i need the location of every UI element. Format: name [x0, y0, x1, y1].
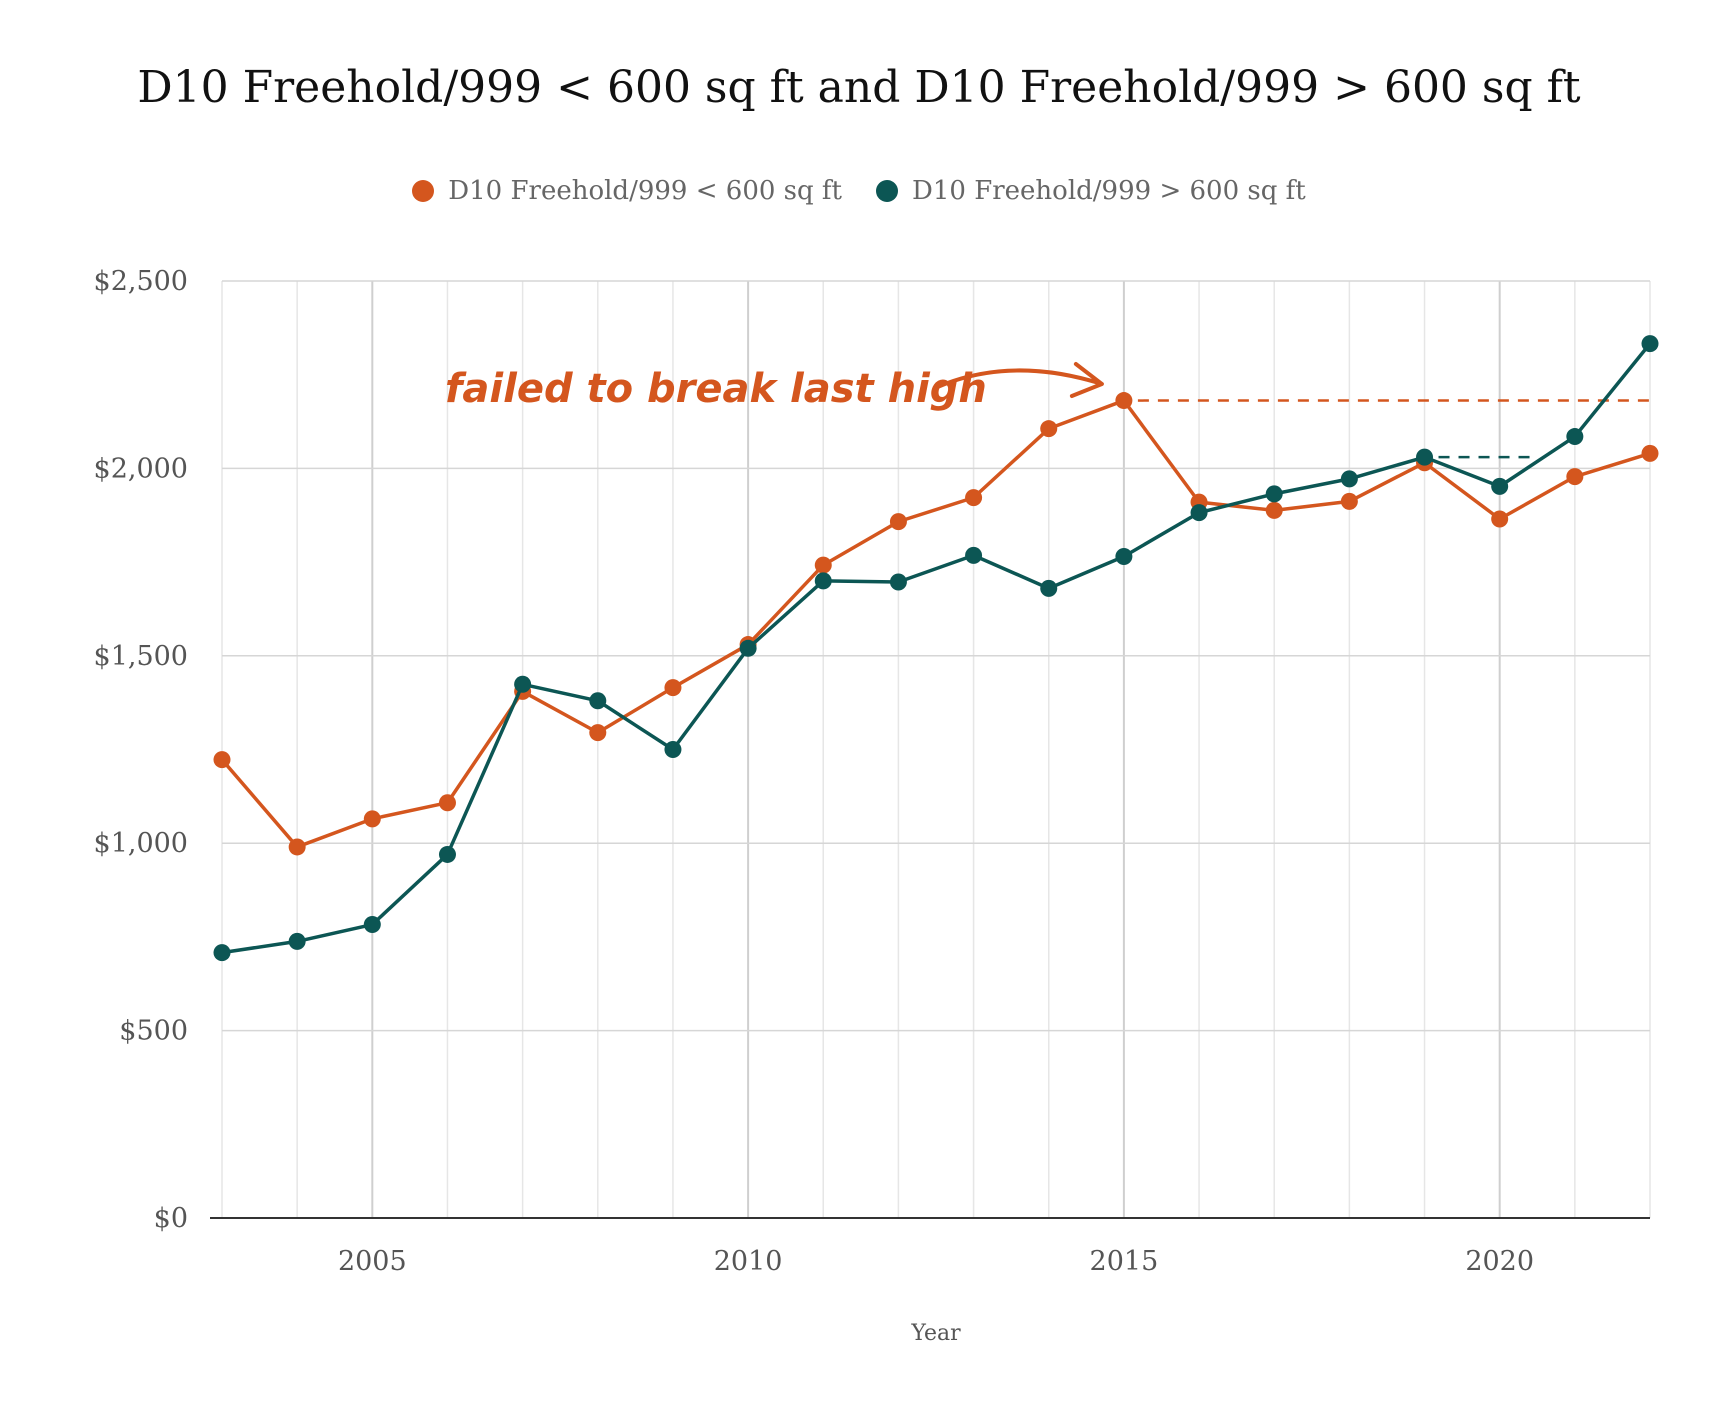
annotation: failed to break last high	[445, 362, 1104, 412]
x-tick-label: 2005	[338, 1246, 407, 1277]
series-2-point	[1115, 547, 1133, 565]
chart-legend: D10 Freehold/999 < 600 sq ft D10 Freehol…	[0, 176, 1718, 206]
series-2-point	[288, 932, 306, 950]
series-2-point	[1190, 504, 1208, 522]
series-1	[213, 392, 1659, 856]
y-tick-label: $2,500	[94, 266, 188, 297]
series-1-point	[664, 679, 682, 697]
series-2-point	[965, 546, 983, 564]
series-2-point	[589, 692, 607, 710]
y-tick-label: $500	[119, 1016, 188, 1047]
series-1-point	[1566, 468, 1584, 486]
legend-marker-series-1	[412, 180, 435, 202]
series-1-point	[438, 794, 456, 812]
x-axis-title: Year	[910, 1321, 961, 1346]
series-2-point	[213, 944, 231, 962]
series-1-point	[1491, 510, 1509, 528]
series-1-point	[363, 810, 381, 828]
x-tick-label: 2020	[1465, 1246, 1534, 1277]
series-2-point	[1641, 335, 1659, 353]
series-1-point	[1641, 444, 1659, 462]
series-1-point	[213, 751, 231, 769]
legend-item-series-1[interactable]: D10 Freehold/999 < 600 sq ft	[412, 176, 842, 206]
series-2-point	[363, 916, 381, 934]
reference-lines	[1137, 399, 1650, 459]
annotation-text: failed to break last high	[445, 366, 987, 412]
series-2-point	[739, 639, 757, 657]
series-1-line	[220, 398, 1651, 849]
y-tick-label: $1,000	[94, 828, 188, 859]
legend-label-series-2: D10 Freehold/999 > 600 sq ft	[912, 176, 1306, 206]
series-2-point	[1416, 448, 1434, 466]
series-2	[213, 335, 1659, 962]
legend-label-series-1: D10 Freehold/999 < 600 sq ft	[448, 176, 842, 206]
series-2-line	[221, 342, 1652, 955]
series-2-point	[1491, 477, 1509, 495]
series-2-point	[889, 573, 907, 591]
series-1-point	[288, 838, 306, 856]
axes: $0 $500 $1,000 $1,500 $2,000 $2,500 2005 2010 20…	[94, 266, 1650, 1277]
legend-marker-series-2	[876, 180, 898, 202]
series-1-point	[1115, 392, 1133, 410]
series-2-point	[1566, 428, 1584, 446]
series-layer	[213, 335, 1659, 962]
series-2-point	[664, 741, 682, 758]
x-tick-label: 2015	[1090, 1246, 1159, 1277]
y-tick-label: $0	[154, 1203, 188, 1234]
series-2-point	[814, 572, 832, 590]
series-2-point	[1040, 579, 1058, 597]
legend-item-series-2[interactable]: D10 Freehold/999 > 600 sq ft	[876, 176, 1306, 206]
series-2-point	[438, 845, 456, 863]
series-1-point	[814, 556, 832, 574]
grid	[221, 280, 1651, 1218]
series-1-point	[965, 489, 983, 507]
series-2-point	[1340, 470, 1358, 488]
series-2-point	[1265, 485, 1283, 503]
series-1-point	[889, 513, 907, 531]
x-tick-label: 2010	[714, 1246, 783, 1277]
series-1-point	[1265, 501, 1283, 519]
y-tick-label: $1,500	[94, 641, 188, 672]
series-1-point	[1040, 420, 1058, 438]
y-tick-label: $2,000	[94, 453, 188, 484]
series-1-point	[1340, 492, 1358, 510]
series-1-point	[589, 724, 607, 742]
series-2-point	[514, 675, 532, 693]
annotation-arrow	[933, 362, 1104, 398]
chart-title: D10 Freehold/999 < 600 sq ft and D10 Fre…	[137, 62, 1581, 113]
